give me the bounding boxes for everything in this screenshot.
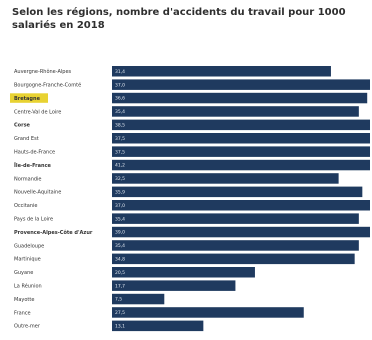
category-label: Outre-mer bbox=[14, 324, 41, 330]
value-label: 37,5 bbox=[115, 136, 125, 142]
value-label: 13,1 bbox=[115, 323, 125, 329]
category-label: Grand Est bbox=[14, 136, 39, 142]
value-label: 35,4 bbox=[115, 109, 125, 115]
bar bbox=[112, 267, 255, 278]
bar bbox=[112, 226, 370, 238]
bar bbox=[112, 66, 331, 77]
bar bbox=[112, 307, 304, 318]
value-label: 37,5 bbox=[115, 149, 125, 155]
value-label: 20,5 bbox=[115, 270, 125, 276]
category-label: Guyane bbox=[14, 270, 33, 276]
value-label: 36,6 bbox=[115, 96, 125, 102]
bar bbox=[112, 200, 370, 211]
bar bbox=[112, 293, 165, 305]
value-label: 17,7 bbox=[115, 283, 125, 289]
bar bbox=[112, 280, 236, 291]
bar bbox=[112, 186, 363, 198]
value-label: 35,9 bbox=[115, 189, 125, 195]
bar bbox=[112, 133, 370, 144]
bar bbox=[112, 320, 204, 332]
category-label: Mayotte bbox=[14, 297, 34, 303]
value-label: 7,5 bbox=[115, 297, 122, 303]
category-label: Guadeloupe bbox=[14, 243, 44, 249]
value-label: 37,0 bbox=[115, 82, 125, 88]
value-label: 41,2 bbox=[115, 163, 125, 169]
bar bbox=[112, 213, 359, 224]
value-label: 37,0 bbox=[115, 203, 125, 209]
bar bbox=[112, 79, 370, 90]
bar bbox=[112, 240, 359, 251]
category-label: Martinique bbox=[14, 257, 41, 263]
bar bbox=[112, 159, 370, 171]
category-label: Nouvelle-Aquitaine bbox=[14, 190, 61, 196]
value-label: 32,5 bbox=[115, 176, 125, 182]
category-label: Hauts-de-France bbox=[14, 149, 55, 155]
category-label: Île-de-France bbox=[14, 161, 52, 169]
category-label: Auvergne-Rhône-Alpes bbox=[14, 68, 72, 75]
value-label: 34,8 bbox=[115, 256, 125, 262]
category-label: Occitanie bbox=[14, 203, 37, 209]
bar bbox=[112, 92, 368, 104]
value-label: 39,0 bbox=[115, 230, 125, 236]
bar bbox=[112, 253, 355, 265]
category-label: Provence-Alpes-Côte d'Azur bbox=[14, 229, 93, 236]
category-highlight bbox=[10, 93, 48, 103]
category-label: Normandie bbox=[14, 176, 42, 182]
category-label: Centre-Val de Loire bbox=[14, 109, 61, 115]
value-label: 38,5 bbox=[115, 122, 125, 128]
value-label: 35,4 bbox=[115, 216, 125, 222]
chart-title: Selon les régions, nombre d'accidents du… bbox=[12, 7, 346, 31]
bar bbox=[112, 173, 339, 184]
bar bbox=[112, 119, 370, 131]
bar bbox=[112, 106, 359, 117]
category-label: La Réunion bbox=[14, 282, 42, 289]
value-label: 31,4 bbox=[115, 69, 125, 75]
category-label: Bretagne bbox=[14, 96, 41, 102]
value-label: 35,4 bbox=[115, 243, 125, 249]
bar bbox=[112, 146, 370, 157]
category-label: Bourgogne-Franche-Comté bbox=[14, 81, 81, 88]
category-label: Corse bbox=[14, 123, 31, 129]
category-label: Pays de la Loire bbox=[14, 216, 53, 222]
category-label: France bbox=[14, 310, 31, 316]
value-label: 27,5 bbox=[115, 310, 125, 316]
